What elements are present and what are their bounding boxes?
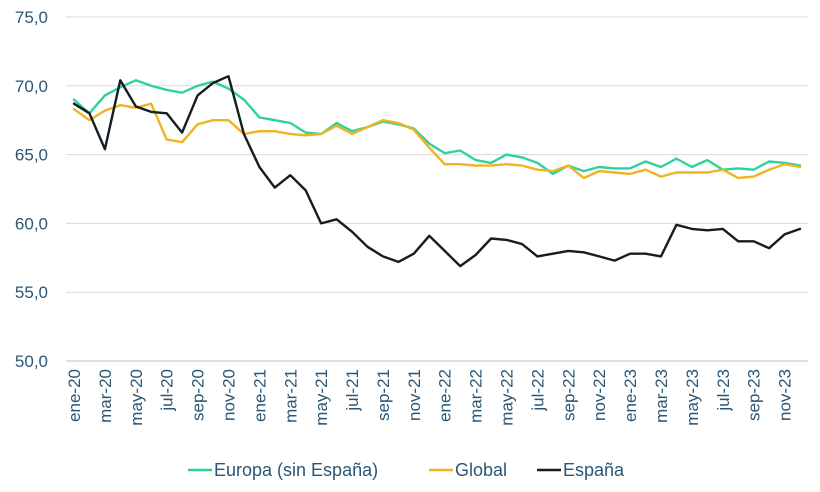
x-tick-label: ene-20 — [65, 369, 84, 422]
x-tick-label: sep-21 — [374, 369, 393, 421]
x-axis-ticks: ene-20 mar-20 may-20 jul-20 sep-20 nov-20 ene-… — [65, 369, 795, 426]
x-tick-label: may-20 — [127, 369, 146, 426]
x-tick-label: may-21 — [312, 369, 331, 426]
series-line-0 — [72, 79, 802, 176]
x-tick-label: nov-22 — [590, 369, 609, 421]
legend-label: Global — [455, 460, 507, 480]
y-tick-label: 60,0 — [15, 214, 48, 233]
x-tick-label: mar-23 — [652, 369, 671, 423]
gridlines — [66, 16, 808, 362]
series-lines — [72, 75, 802, 268]
x-tick-label: may-23 — [683, 369, 702, 426]
y-axis-ticks: 50,0 55,0 60,0 65,0 70,0 75,0 — [15, 8, 48, 371]
x-tick-label: ene-23 — [621, 369, 640, 422]
x-tick-label: nov-21 — [405, 369, 424, 421]
x-tick-label: jul-23 — [714, 369, 733, 412]
y-tick-label: 70,0 — [15, 77, 48, 96]
legend-label: Europa (sin España) — [214, 460, 378, 480]
x-tick-label: nov-23 — [776, 369, 795, 421]
legend-label: España — [563, 460, 625, 480]
y-tick-label: 75,0 — [15, 8, 48, 27]
x-tick-label: ene-22 — [436, 369, 455, 422]
x-tick-label: mar-22 — [467, 369, 486, 423]
x-tick-label: mar-20 — [96, 369, 115, 423]
y-tick-label: 55,0 — [15, 283, 48, 302]
series-line-2 — [72, 75, 802, 268]
x-tick-label: may-22 — [498, 369, 517, 426]
y-tick-label: 50,0 — [15, 352, 48, 371]
x-tick-label: sep-22 — [559, 369, 578, 421]
x-tick-label: jul-20 — [158, 369, 177, 412]
x-tick-label: ene-21 — [250, 369, 269, 422]
x-tick-label: sep-20 — [189, 369, 208, 421]
series-line-1 — [72, 102, 802, 180]
x-tick-label: jul-22 — [528, 369, 547, 412]
y-tick-label: 65,0 — [15, 146, 48, 165]
x-tick-label: jul-21 — [343, 369, 362, 412]
x-tick-label: nov-20 — [219, 369, 238, 421]
x-tick-label: sep-23 — [745, 369, 764, 421]
legend: Europa (sin España) Global España — [188, 460, 625, 480]
x-tick-label: mar-21 — [281, 369, 300, 423]
